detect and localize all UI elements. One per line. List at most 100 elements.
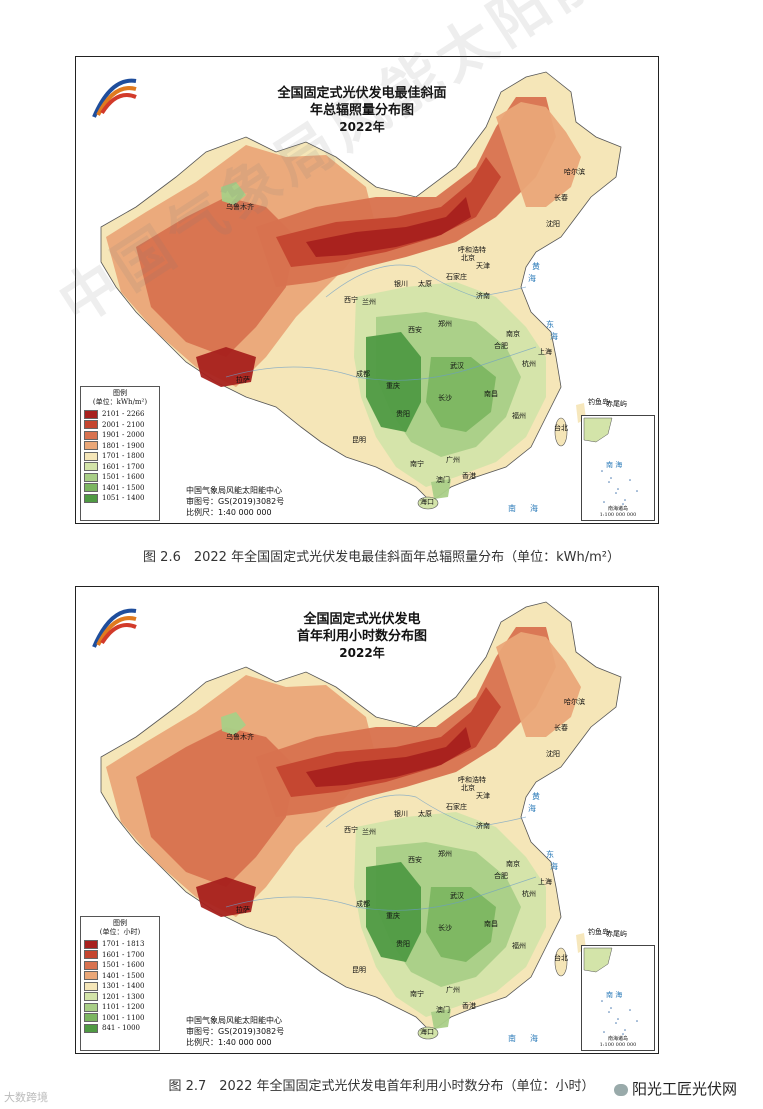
city-label: 海口 <box>420 498 434 506</box>
legend-swatch <box>84 992 98 1002</box>
city-label: 天津 <box>476 792 490 800</box>
city-label: 南昌 <box>484 390 498 398</box>
inset-island-dot <box>624 499 626 501</box>
city-label: 武汉 <box>450 362 464 370</box>
legend-row: 1601 - 1700 <box>84 462 156 473</box>
city-label: 兰州 <box>362 298 376 306</box>
city-label: 呼和浩特 <box>458 246 486 254</box>
legend-range: 1601 - 1700 <box>102 950 145 959</box>
city-label: 南昌 <box>484 920 498 928</box>
city-label: 呼和浩特 <box>458 776 486 784</box>
city-label: 北京 <box>461 254 475 262</box>
city-label: 银川 <box>394 810 408 818</box>
inset-island-dot <box>617 488 619 490</box>
city-label: 上海 <box>538 348 552 356</box>
legend-range: 841 - 1000 <box>102 1024 140 1033</box>
zone-9 <box>366 862 421 962</box>
inset-coast <box>583 417 613 443</box>
city-label: 拉萨 <box>236 376 250 384</box>
legend-row: 841 - 1000 <box>84 1023 156 1034</box>
city-label: 乌鲁木齐 <box>226 203 254 211</box>
inset-island-dot <box>608 481 610 483</box>
legend-range: 1051 - 1400 <box>102 494 145 503</box>
map-title: 全国固定式光伏发电 首年利用小时数分布图 2022年 <box>262 611 462 662</box>
city-label: 西宁 <box>344 826 358 834</box>
city-label: 哈尔滨 <box>564 698 585 706</box>
legend-range: 1401 - 1500 <box>102 971 145 980</box>
city-label: 银川 <box>394 280 408 288</box>
city-label: 赤尾屿 <box>606 930 627 938</box>
city-label: 南宁 <box>410 990 424 998</box>
river-yangtze <box>225 876 537 911</box>
inset-label: 南海诸岛 1:100 000 000 <box>599 506 637 518</box>
zone-6 <box>496 102 581 207</box>
legend-swatch <box>84 960 98 970</box>
city-label: 西安 <box>408 326 422 334</box>
legend-swatch <box>84 430 98 440</box>
inset-island-dot <box>636 1020 638 1022</box>
legend-unit: (单位：小时) <box>99 928 141 936</box>
legend-range: 1901 - 2000 <box>102 431 145 440</box>
zone-5 <box>196 347 256 387</box>
legend-rows: 1701 - 1813 1601 - 1700 1501 - 1600 1401 - … <box>84 939 156 1034</box>
legend-row: 1001 - 1100 <box>84 1013 156 1024</box>
utilization-hours-map: 全国固定式光伏发电 首年利用小时数分布图 2022年 图例 (单位：小时) 17… <box>75 586 659 1054</box>
hainan-island <box>417 1026 439 1040</box>
city-label: 重庆 <box>386 382 400 390</box>
sea-label: 东 <box>546 850 554 859</box>
city-label: 海口 <box>420 1028 434 1036</box>
map-year: 2022年 <box>339 646 385 660</box>
inset-island-dot <box>622 503 624 505</box>
legend-row: 2101 - 2266 <box>84 409 156 420</box>
city-label: 沈阳 <box>546 220 560 228</box>
inset-island-dot <box>610 1007 612 1009</box>
inset-island-dot <box>636 490 638 492</box>
zone-11 <box>221 182 246 205</box>
inset-canvas <box>583 417 638 505</box>
city-label: 钓鱼岛 <box>588 398 609 406</box>
city-label: 太原 <box>418 280 432 288</box>
inset-island-dot <box>629 479 631 481</box>
credit-org: 中国气象局风能太阳能中心 <box>186 1016 282 1025</box>
credit-approval: 审图号：GS(2019)3082号 <box>186 497 285 506</box>
inset-island-dot <box>608 1011 610 1013</box>
legend-title: 图例 <box>113 389 127 397</box>
logo-arc <box>96 616 137 646</box>
legend-range: 1701 - 1813 <box>102 940 145 949</box>
city-label: 北京 <box>461 784 475 792</box>
inset-sea-label: 南 海 <box>606 991 623 999</box>
city-label: 长春 <box>554 194 568 202</box>
city-label: 钓鱼岛 <box>588 928 609 936</box>
city-label: 杭州 <box>522 890 536 898</box>
map-title-line2: 首年利用小时数分布图 <box>296 629 427 644</box>
south-china-sea-inset: 南 海 南海诸岛 1:100 000 000 <box>581 415 655 521</box>
legend-row: 1401 - 1500 <box>84 483 156 494</box>
legend-swatch <box>84 1013 98 1023</box>
figure-caption-2-6: 图 2.6 2022 年全国固定式光伏发电最佳斜面年总辐照量分布（单位：kWh/… <box>143 550 620 565</box>
legend-title: 图例 <box>113 919 127 927</box>
hainan-island <box>417 496 439 510</box>
legend-row: 1901 - 2000 <box>84 430 156 441</box>
legend-range: 1501 - 1600 <box>102 473 145 482</box>
legend-range: 1401 - 1500 <box>102 483 145 492</box>
sea-label: 海 <box>550 862 558 871</box>
sea-label: 南 <box>508 1034 516 1043</box>
map-legend: 图例 (单位：小时) 1701 - 1813 1601 - 1700 1501 - … <box>80 916 160 1051</box>
legend-swatch <box>84 1023 98 1033</box>
wechat-icon <box>613 1083 628 1096</box>
city-label: 广州 <box>446 986 460 994</box>
legend-row: 1401 - 1500 <box>84 971 156 982</box>
city-label: 澳门 <box>436 476 450 484</box>
legend-row: 1801 - 1900 <box>84 441 156 452</box>
inset-label: 南海诸岛 1:100 000 000 <box>599 1036 637 1048</box>
watermark-left: 大数跨境 <box>4 1091 48 1104</box>
credit-scale: 比例尺：1:40 000 000 <box>186 508 272 517</box>
map-canvas <box>92 71 622 510</box>
zone-1 <box>136 727 296 887</box>
city-label: 香港 <box>462 1002 476 1010</box>
taiwan-island <box>554 947 568 977</box>
legend-range: 2101 - 2266 <box>102 410 145 419</box>
logo-arc <box>100 93 137 115</box>
credit-org: 中国气象局风能太阳能中心 <box>186 486 282 495</box>
city-label: 成都 <box>356 900 370 908</box>
